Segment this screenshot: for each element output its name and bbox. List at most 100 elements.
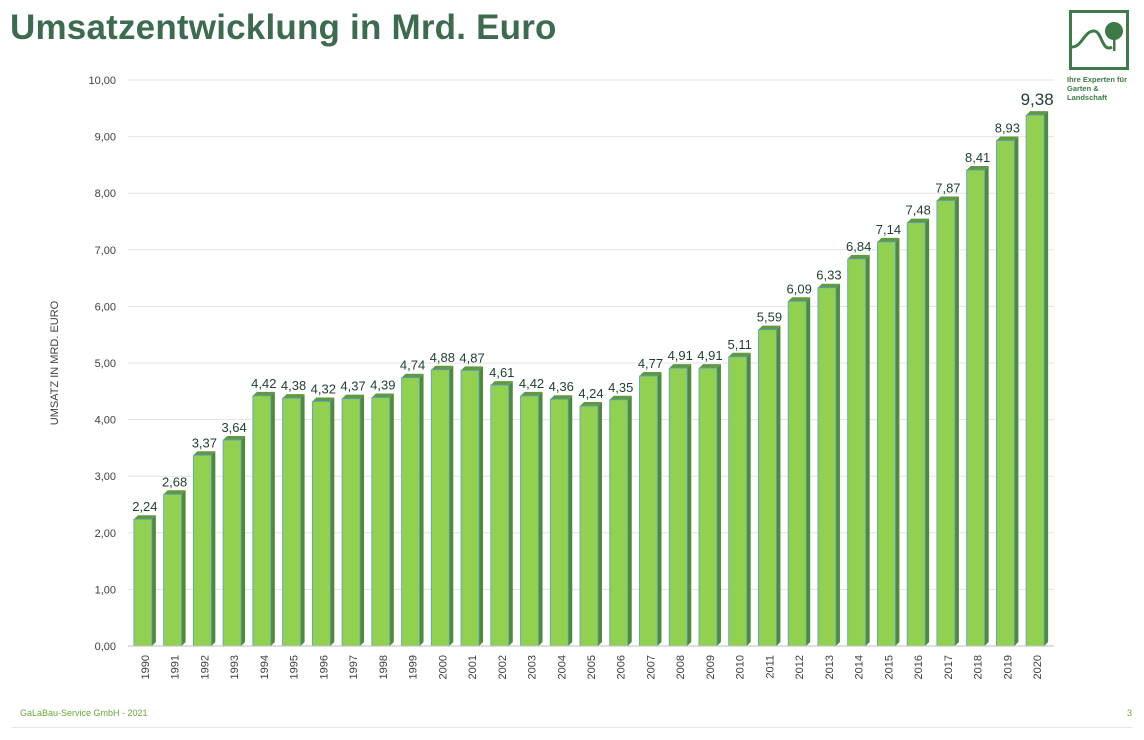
data-label: 4,87 <box>459 350 484 365</box>
data-label: 7,48 <box>906 203 931 218</box>
bar-side <box>954 196 959 647</box>
bar-top <box>193 451 216 456</box>
bar-front <box>430 369 450 647</box>
bar-front <box>668 367 688 647</box>
bar-top <box>728 352 751 357</box>
x-tick-label: 2014 <box>854 655 866 679</box>
bar-top <box>817 283 840 288</box>
bar-top <box>580 402 602 407</box>
bar <box>520 391 543 647</box>
bar-top <box>907 218 930 223</box>
x-tick-label: 1994 <box>259 655 271 679</box>
data-label: 4,91 <box>697 348 722 363</box>
x-tick-label: 2013 <box>824 655 836 679</box>
bar-top <box>847 254 870 259</box>
bar-front <box>817 287 837 647</box>
bar-front <box>163 493 183 647</box>
x-tick-label: 2011 <box>764 655 776 679</box>
bar-front <box>460 369 480 647</box>
bar <box>639 372 662 647</box>
x-tick-label: 1999 <box>408 655 420 679</box>
bar-top <box>609 395 632 400</box>
bar-top <box>252 391 275 396</box>
data-label: 4,38 <box>281 378 306 393</box>
bar-top <box>639 372 662 377</box>
bar <box>252 391 275 647</box>
bar-front <box>222 439 242 647</box>
bar-top <box>312 397 335 402</box>
bar <box>163 490 186 647</box>
bar-side <box>806 297 811 646</box>
data-label: 2,68 <box>162 474 187 489</box>
x-tick-label: 2004 <box>556 655 568 679</box>
bar <box>847 254 870 647</box>
bar-side <box>300 394 305 646</box>
y-tick-label: 1,00 <box>95 584 116 596</box>
bar <box>430 365 454 647</box>
data-label: 4,61 <box>489 365 514 380</box>
bar-side <box>360 394 365 646</box>
bar <box>787 297 811 647</box>
bar-side <box>419 373 424 646</box>
bar <box>936 196 959 647</box>
bar <box>192 451 216 647</box>
x-tick-label: 1995 <box>289 655 301 679</box>
data-label: 8,93 <box>995 121 1020 136</box>
logo-emblem <box>1069 10 1129 70</box>
x-tick-label: 2005 <box>586 655 598 679</box>
footer-page-number: 3 <box>1126 708 1132 718</box>
bar-front <box>877 241 896 647</box>
data-label: 4,91 <box>668 348 693 363</box>
y-tick-label: 9,00 <box>95 132 116 144</box>
bar <box>817 283 840 647</box>
data-label: 5,11 <box>728 337 752 352</box>
bar-top <box>371 393 394 398</box>
bar-front <box>758 329 777 647</box>
bar-front <box>609 399 629 647</box>
bar-side <box>270 391 275 646</box>
bar <box>341 394 365 647</box>
data-label: 6,84 <box>846 239 871 254</box>
x-tick-label: 2007 <box>645 655 657 679</box>
data-label: 4,36 <box>549 379 574 394</box>
x-tick-label: 2001 <box>467 655 479 679</box>
bar-side <box>687 364 692 646</box>
bar <box>877 237 900 647</box>
bar <box>549 395 573 647</box>
bar-front <box>401 377 420 647</box>
bar-top <box>401 373 424 378</box>
y-tick-label: 0,00 <box>95 641 116 653</box>
bar-front <box>728 356 748 647</box>
bar-side <box>835 283 840 646</box>
bar <box>609 395 632 647</box>
data-label: 3,37 <box>192 435 217 450</box>
bar-front <box>936 200 956 647</box>
bar-front <box>847 258 867 647</box>
bar <box>371 393 394 647</box>
bar <box>222 435 246 647</box>
bar-side <box>657 372 662 646</box>
bar-front <box>639 375 658 647</box>
bar-side <box>449 365 454 646</box>
bar <box>579 402 602 647</box>
bar <box>995 136 1019 647</box>
bar-top <box>431 365 454 370</box>
data-label: 5,59 <box>757 310 782 325</box>
data-label: 4,39 <box>370 378 395 393</box>
data-label: 4,37 <box>340 379 365 394</box>
bar-front <box>252 395 272 647</box>
data-label: 9,38 <box>1021 90 1054 109</box>
bar-side <box>1044 111 1049 647</box>
bar-top <box>877 237 900 242</box>
x-tick-label: 1993 <box>229 655 241 679</box>
x-tick-label: 2000 <box>437 655 449 679</box>
bar <box>698 364 721 647</box>
x-tick-label: 1997 <box>348 655 360 679</box>
x-tick-label: 2008 <box>675 655 687 679</box>
bar-top <box>966 165 989 170</box>
x-tick-label: 2018 <box>973 655 985 679</box>
bar <box>460 366 484 647</box>
bar <box>282 394 305 647</box>
bar-front <box>698 367 718 647</box>
bar-front <box>371 397 391 647</box>
